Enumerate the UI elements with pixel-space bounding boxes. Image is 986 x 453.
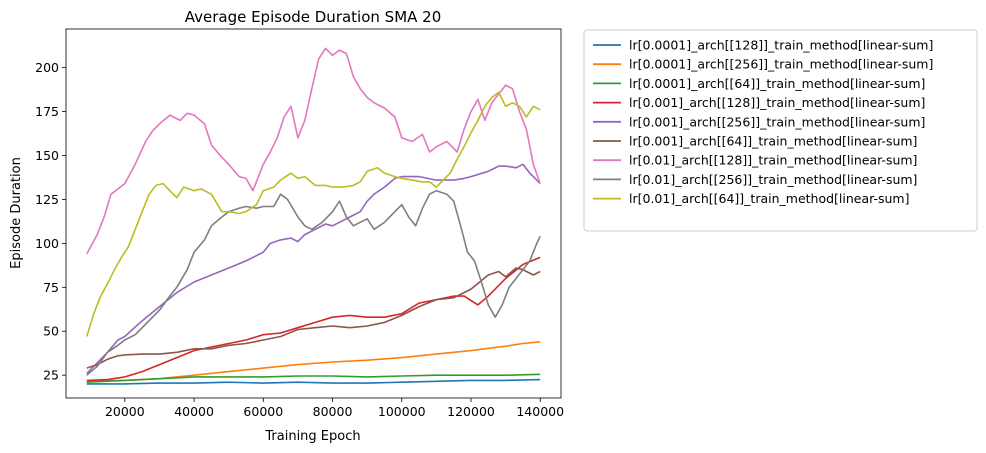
legend-entry: lr[0.0001]_arch[[256]]_train_method[line… (629, 57, 933, 72)
x-axis-ticks: 20000 40000 60000 80000 100000 120000 140000 (105, 398, 564, 419)
legend-entry: lr[0.001]_arch[[128]]_train_method[linea… (629, 95, 925, 110)
legend-box (583, 29, 978, 232)
series-line-4 (86, 163, 541, 374)
series-line-5 (86, 267, 541, 369)
y-tick-label: 50 (43, 324, 59, 339)
legend-entry: lr[0.01]_arch[[256]]_train_method[linear… (629, 172, 917, 187)
legend-entry: lr[0.0001]_arch[[128]]_train_method[line… (629, 38, 933, 53)
y-tick-label: 25 (43, 368, 59, 383)
y-tick-label: 100 (35, 236, 59, 251)
y-tick-label: 175 (35, 104, 59, 119)
legend-entry: lr[0.001]_arch[[64]]_train_method[linear… (629, 134, 917, 149)
x-tick-label: 80000 (313, 404, 353, 419)
x-tick-label: 60000 (243, 404, 283, 419)
legend-entry: lr[0.01]_arch[[64]]_train_method[linear-… (629, 191, 909, 206)
series-line-6 (86, 47, 541, 255)
legend-entry: lr[0.001]_arch[[256]]_train_method[linea… (629, 114, 925, 129)
x-tick-label: 40000 (174, 404, 214, 419)
y-tick-label: 200 (35, 60, 59, 75)
x-tick-label: 120000 (447, 404, 495, 419)
y-tick-label: 75 (43, 280, 59, 295)
chart-title: Average Episode Duration SMA 20 (185, 8, 442, 26)
series-line-0 (86, 378, 541, 385)
x-tick-label: 100000 (378, 404, 426, 419)
series-line-7 (86, 189, 541, 376)
legend-entry: lr[0.01]_arch[[128]]_train_method[linear… (629, 153, 917, 168)
y-tick-label: 150 (35, 148, 59, 163)
series-line-8 (86, 91, 541, 337)
y-tick-label: 125 (35, 192, 59, 207)
x-tick-label: 20000 (105, 404, 145, 419)
legend-entry: lr[0.0001]_arch[[64]]_train_method[linea… (629, 76, 925, 91)
series-line-3 (86, 256, 541, 382)
y-axis-ticks: 25 50 75 100 125 150 175 200 (35, 60, 66, 383)
x-tick-label: 140000 (516, 404, 564, 419)
x-axis-label: Training Epoch (264, 429, 360, 444)
legend: lr[0.0001]_arch[[128]]_train_method[line… (583, 29, 978, 232)
axes-frame (65, 28, 562, 399)
y-axis-label: Episode Duration (9, 157, 24, 269)
series-line-2 (86, 373, 541, 383)
plot-area (86, 47, 541, 385)
